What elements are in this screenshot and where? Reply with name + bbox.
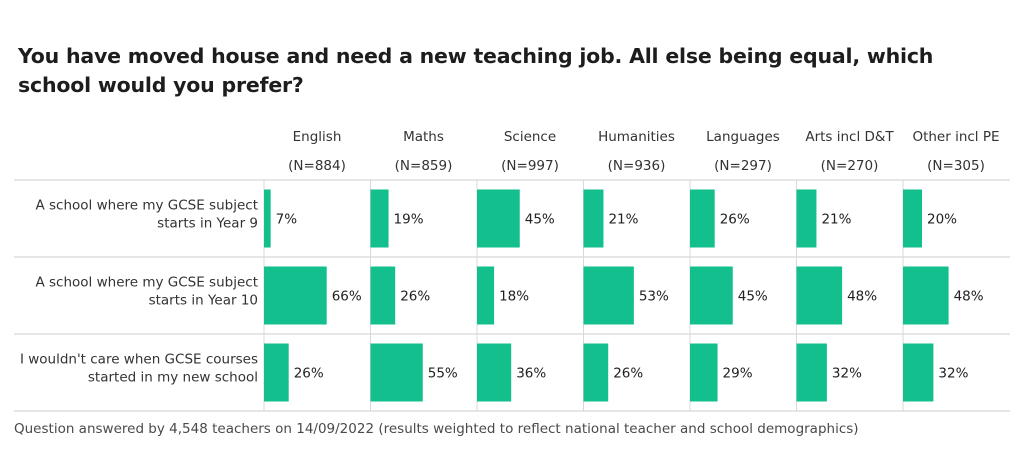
panel-n-4: (N=297) (714, 158, 772, 174)
data-label: 21% (821, 212, 851, 228)
bar (903, 266, 949, 325)
panel-header-1: Maths (403, 129, 444, 145)
bar (583, 343, 609, 402)
row-label-1-0: A school where my GCSE subject (36, 275, 259, 291)
bar (477, 343, 512, 402)
data-label: 7% (276, 212, 298, 228)
bar (264, 189, 271, 248)
data-label: 32% (832, 366, 862, 382)
data-label: 20% (927, 212, 957, 228)
data-label: 48% (954, 289, 984, 305)
panel-header-3: Humanities (598, 129, 675, 145)
bars (264, 189, 949, 402)
bar (264, 343, 289, 402)
data-label: 55% (428, 366, 458, 382)
bar (477, 266, 495, 325)
data-label: 21% (608, 212, 638, 228)
chart-title: You have moved house and need a new teac… (18, 44, 934, 97)
data-label: 18% (499, 289, 529, 305)
row-label-0-0: A school where my GCSE subject (36, 198, 259, 214)
bar (903, 343, 934, 402)
row-label-0-1: starts in Year 9 (157, 216, 258, 232)
row-label-2-1: started in my new school (88, 370, 258, 386)
data-label: 53% (639, 289, 669, 305)
data-label: 45% (738, 289, 768, 305)
data-label: 48% (847, 289, 877, 305)
bar (477, 189, 520, 248)
bar (796, 266, 843, 325)
footer-note: Question answered by 4,548 teachers on 1… (14, 421, 859, 437)
bar (583, 266, 634, 325)
panel-header-6: Other incl PE (912, 129, 999, 145)
bar (583, 189, 604, 248)
bar (690, 343, 718, 402)
bar (796, 343, 827, 402)
panel-n-2: (N=997) (501, 158, 559, 174)
data-label: 45% (525, 212, 555, 228)
data-label: 26% (720, 212, 750, 228)
panel-header-4: Languages (706, 129, 780, 145)
panel-n-5: (N=270) (821, 158, 879, 174)
bar (370, 343, 423, 402)
bar (370, 189, 389, 248)
row-label-2-0: I wouldn't care when GCSE courses (20, 352, 258, 368)
bar (796, 189, 817, 248)
bar (370, 266, 396, 325)
data-label: 36% (516, 366, 546, 382)
bar (903, 189, 922, 248)
panel-header-5: Arts incl D&T (805, 129, 894, 145)
data-label: 26% (613, 366, 643, 382)
panel-n-1: (N=859) (395, 158, 453, 174)
data-label: 29% (723, 366, 753, 382)
data-labels: 7% 66% 26% 19% 26% 55% 45% 18% 36% 21% 53% 26% 26% 45… (276, 212, 984, 382)
panel-header-2: Science (504, 129, 556, 145)
row-labels: A school where my GCSE subject starts in … (20, 198, 258, 386)
panel-headers: English (N=884) Maths (N=859) Science (N=997)… (288, 129, 999, 174)
data-label: 32% (938, 366, 968, 382)
bar (690, 189, 715, 248)
data-label: 26% (294, 366, 324, 382)
data-label: 19% (394, 212, 424, 228)
panel-n-3: (N=936) (608, 158, 666, 174)
data-label: 26% (400, 289, 430, 305)
panel-header-0: English (293, 129, 342, 145)
bar (690, 266, 733, 325)
row-label-1-1: starts in Year 10 (149, 293, 258, 309)
panel-n-0: (N=884) (288, 158, 346, 174)
panel-n-6: (N=305) (927, 158, 985, 174)
data-label: 66% (332, 289, 362, 305)
bar (264, 266, 327, 325)
